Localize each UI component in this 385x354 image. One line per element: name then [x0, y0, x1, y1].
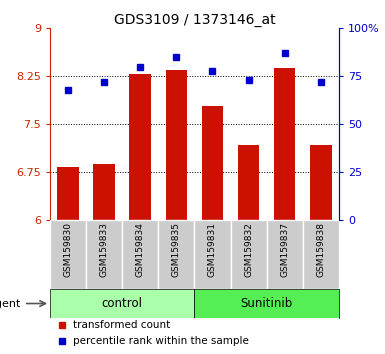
Text: Sunitinib: Sunitinib	[241, 297, 293, 310]
Bar	[274, 68, 296, 220]
Text: GSM159833: GSM159833	[100, 222, 109, 278]
Bar	[57, 167, 79, 220]
Text: GSM159834: GSM159834	[136, 222, 145, 277]
Text: GSM159830: GSM159830	[64, 222, 73, 278]
Bar	[310, 145, 331, 220]
Text: transformed count: transformed count	[73, 320, 171, 331]
Text: GSM159837: GSM159837	[280, 222, 289, 278]
Text: GSM159838: GSM159838	[316, 222, 325, 278]
Bar	[50, 289, 194, 319]
Bar	[122, 220, 158, 289]
Text: GSM159835: GSM159835	[172, 222, 181, 278]
Bar	[194, 220, 231, 289]
Title: GDS3109 / 1373146_at: GDS3109 / 1373146_at	[114, 13, 275, 27]
Text: GSM159831: GSM159831	[208, 222, 217, 278]
Bar	[129, 74, 151, 220]
Bar	[50, 220, 86, 289]
Bar	[231, 220, 266, 289]
Bar	[94, 164, 115, 220]
Bar	[238, 145, 259, 220]
Bar	[194, 289, 339, 319]
Bar	[86, 220, 122, 289]
Bar	[266, 220, 303, 289]
Bar	[303, 220, 339, 289]
Text: control: control	[102, 297, 143, 310]
Text: GSM159832: GSM159832	[244, 222, 253, 277]
Bar	[166, 70, 187, 220]
Bar	[202, 106, 223, 220]
Text: agent: agent	[0, 298, 45, 309]
Text: percentile rank within the sample: percentile rank within the sample	[73, 337, 249, 347]
Bar	[158, 220, 194, 289]
